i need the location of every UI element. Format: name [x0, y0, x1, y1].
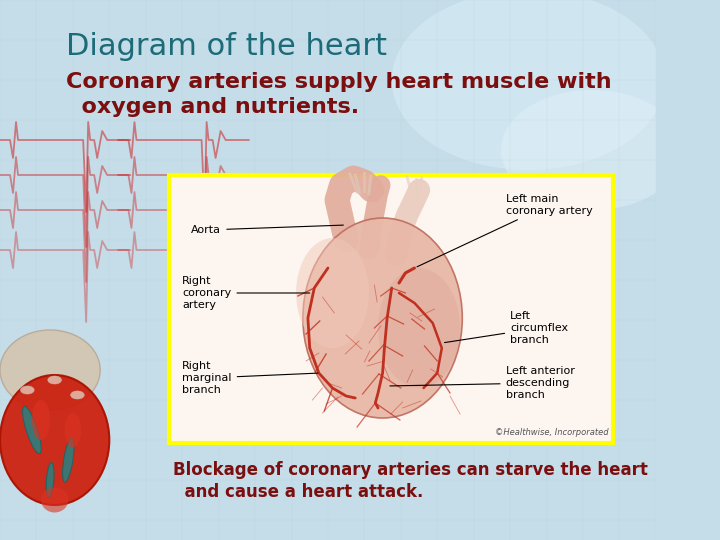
Ellipse shape	[501, 90, 683, 210]
Text: Left main
coronary artery: Left main coronary artery	[417, 194, 593, 267]
Text: Diagram of the heart: Diagram of the heart	[66, 32, 387, 61]
Text: Blockage of coronary arteries can starve the heart: Blockage of coronary arteries can starve…	[173, 461, 648, 479]
Ellipse shape	[378, 268, 460, 388]
Text: ©Healthwise, Incorporated: ©Healthwise, Incorporated	[495, 428, 608, 437]
Ellipse shape	[22, 407, 41, 454]
Text: Right
marginal
branch: Right marginal branch	[182, 361, 318, 395]
Text: and cause a heart attack.: and cause a heart attack.	[173, 483, 423, 501]
Ellipse shape	[0, 375, 109, 505]
Text: Right
coronary
artery: Right coronary artery	[182, 276, 310, 309]
Ellipse shape	[303, 218, 462, 418]
Text: oxygen and nutrients.: oxygen and nutrients.	[66, 97, 359, 117]
Ellipse shape	[48, 376, 61, 384]
Text: Left
circumflex
branch: Left circumflex branch	[444, 312, 568, 345]
Ellipse shape	[63, 438, 74, 482]
Ellipse shape	[46, 463, 54, 497]
Ellipse shape	[392, 0, 665, 170]
Ellipse shape	[71, 391, 84, 399]
Ellipse shape	[0, 330, 100, 410]
Ellipse shape	[41, 488, 68, 512]
Text: Left anterior
descending
branch: Left anterior descending branch	[390, 367, 575, 400]
Text: Aorta: Aorta	[192, 225, 343, 235]
Ellipse shape	[32, 400, 50, 440]
Bar	[168, 175, 613, 443]
Text: Coronary arteries supply heart muscle with: Coronary arteries supply heart muscle wi…	[66, 72, 611, 92]
Ellipse shape	[65, 413, 81, 448]
Ellipse shape	[20, 386, 34, 394]
Ellipse shape	[296, 238, 369, 348]
